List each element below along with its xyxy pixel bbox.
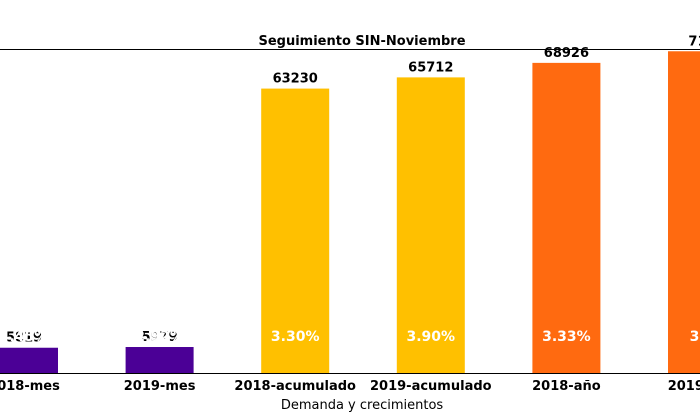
bar-2018-mes: [0, 347, 58, 374]
value-label: 5979: [142, 330, 178, 345]
value-label: 5819: [6, 331, 42, 346]
x-axis-label: Demanda y crecimientos: [281, 398, 444, 413]
growth-label: 4.45%: [0, 329, 48, 345]
x-tick-label: 2018-mes: [0, 379, 60, 394]
chart-title: Seguimiento SIN-Noviembre: [258, 34, 465, 49]
x-tick-label: 2019-año: [668, 379, 700, 394]
x-tick-label: 2019-acumulado: [370, 379, 492, 394]
growth-label: 2.92%: [135, 329, 184, 345]
bar-2018-acumulado: [261, 88, 330, 375]
x-tick-label: 2018-año: [532, 379, 601, 394]
bar-2019-a-o: [668, 51, 700, 374]
growth-label: 3.90%: [407, 329, 456, 345]
value-label: 63230: [273, 72, 318, 87]
bar-2018-a-o: [532, 62, 601, 374]
x-tick-label: 2019-mes: [124, 379, 196, 394]
bar-2019-mes: [125, 347, 194, 374]
value-label: 65712: [408, 60, 453, 75]
growth-label: 3.33%: [542, 329, 591, 345]
growth-label: 3.8: [690, 329, 700, 345]
bar-2019-acumulado: [396, 77, 465, 374]
value-label: 715: [688, 34, 700, 49]
x-tick-label: 2018-acumulado: [234, 379, 356, 394]
value-label: 68926: [544, 46, 589, 61]
growth-label: 3.30%: [271, 329, 320, 345]
